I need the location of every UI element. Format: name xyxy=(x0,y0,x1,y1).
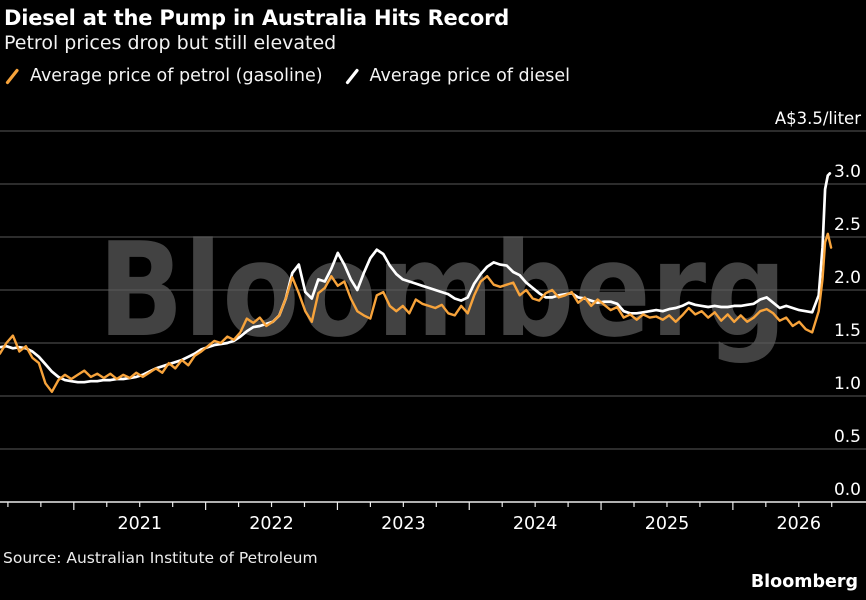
y-axis-unit-label: A$3.5/liter xyxy=(775,109,861,128)
chart-legend: Average price of petrol (gasoline) Averag… xyxy=(5,66,570,86)
source-attribution: Source: Australian Institute of Petroleu… xyxy=(3,549,318,567)
y-axis-label: 2.0 xyxy=(834,268,861,288)
y-axis-label: 0.0 xyxy=(834,480,861,500)
chart-title: Diesel at the Pump in Australia Hits Rec… xyxy=(4,6,510,30)
chart-header: Diesel at the Pump in Australia Hits Rec… xyxy=(4,5,509,55)
petrol-line xyxy=(0,232,833,393)
x-axis-label: 2021 xyxy=(117,514,162,534)
chart-subtitle: Petrol prices drop but still elevated xyxy=(4,32,337,54)
legend-item-diesel: Average price of diesel xyxy=(345,66,570,86)
slash-icon xyxy=(5,68,19,84)
x-axis-label: 2024 xyxy=(513,514,558,534)
x-axis-label: 2022 xyxy=(249,514,294,534)
slash-icon xyxy=(345,68,359,84)
diesel-line xyxy=(0,172,832,384)
y-axis-label: 2.5 xyxy=(834,215,861,235)
x-axis-label: 2023 xyxy=(381,514,426,534)
y-axis-label: 1.0 xyxy=(834,374,861,394)
x-axis-label: 2025 xyxy=(645,514,690,534)
legend-label: Average price of petrol (gasoline) xyxy=(30,66,323,86)
legend-label: Average price of diesel xyxy=(369,66,571,86)
y-axis-label: 3.0 xyxy=(834,162,861,182)
bloomberg-logo: Bloomberg xyxy=(750,572,858,592)
x-axis-label: 2026 xyxy=(777,514,822,534)
y-axis-label: 0.5 xyxy=(834,427,861,447)
legend-item-petrol: Average price of petrol (gasoline) xyxy=(5,66,323,86)
y-axis-label: 1.5 xyxy=(834,321,861,341)
